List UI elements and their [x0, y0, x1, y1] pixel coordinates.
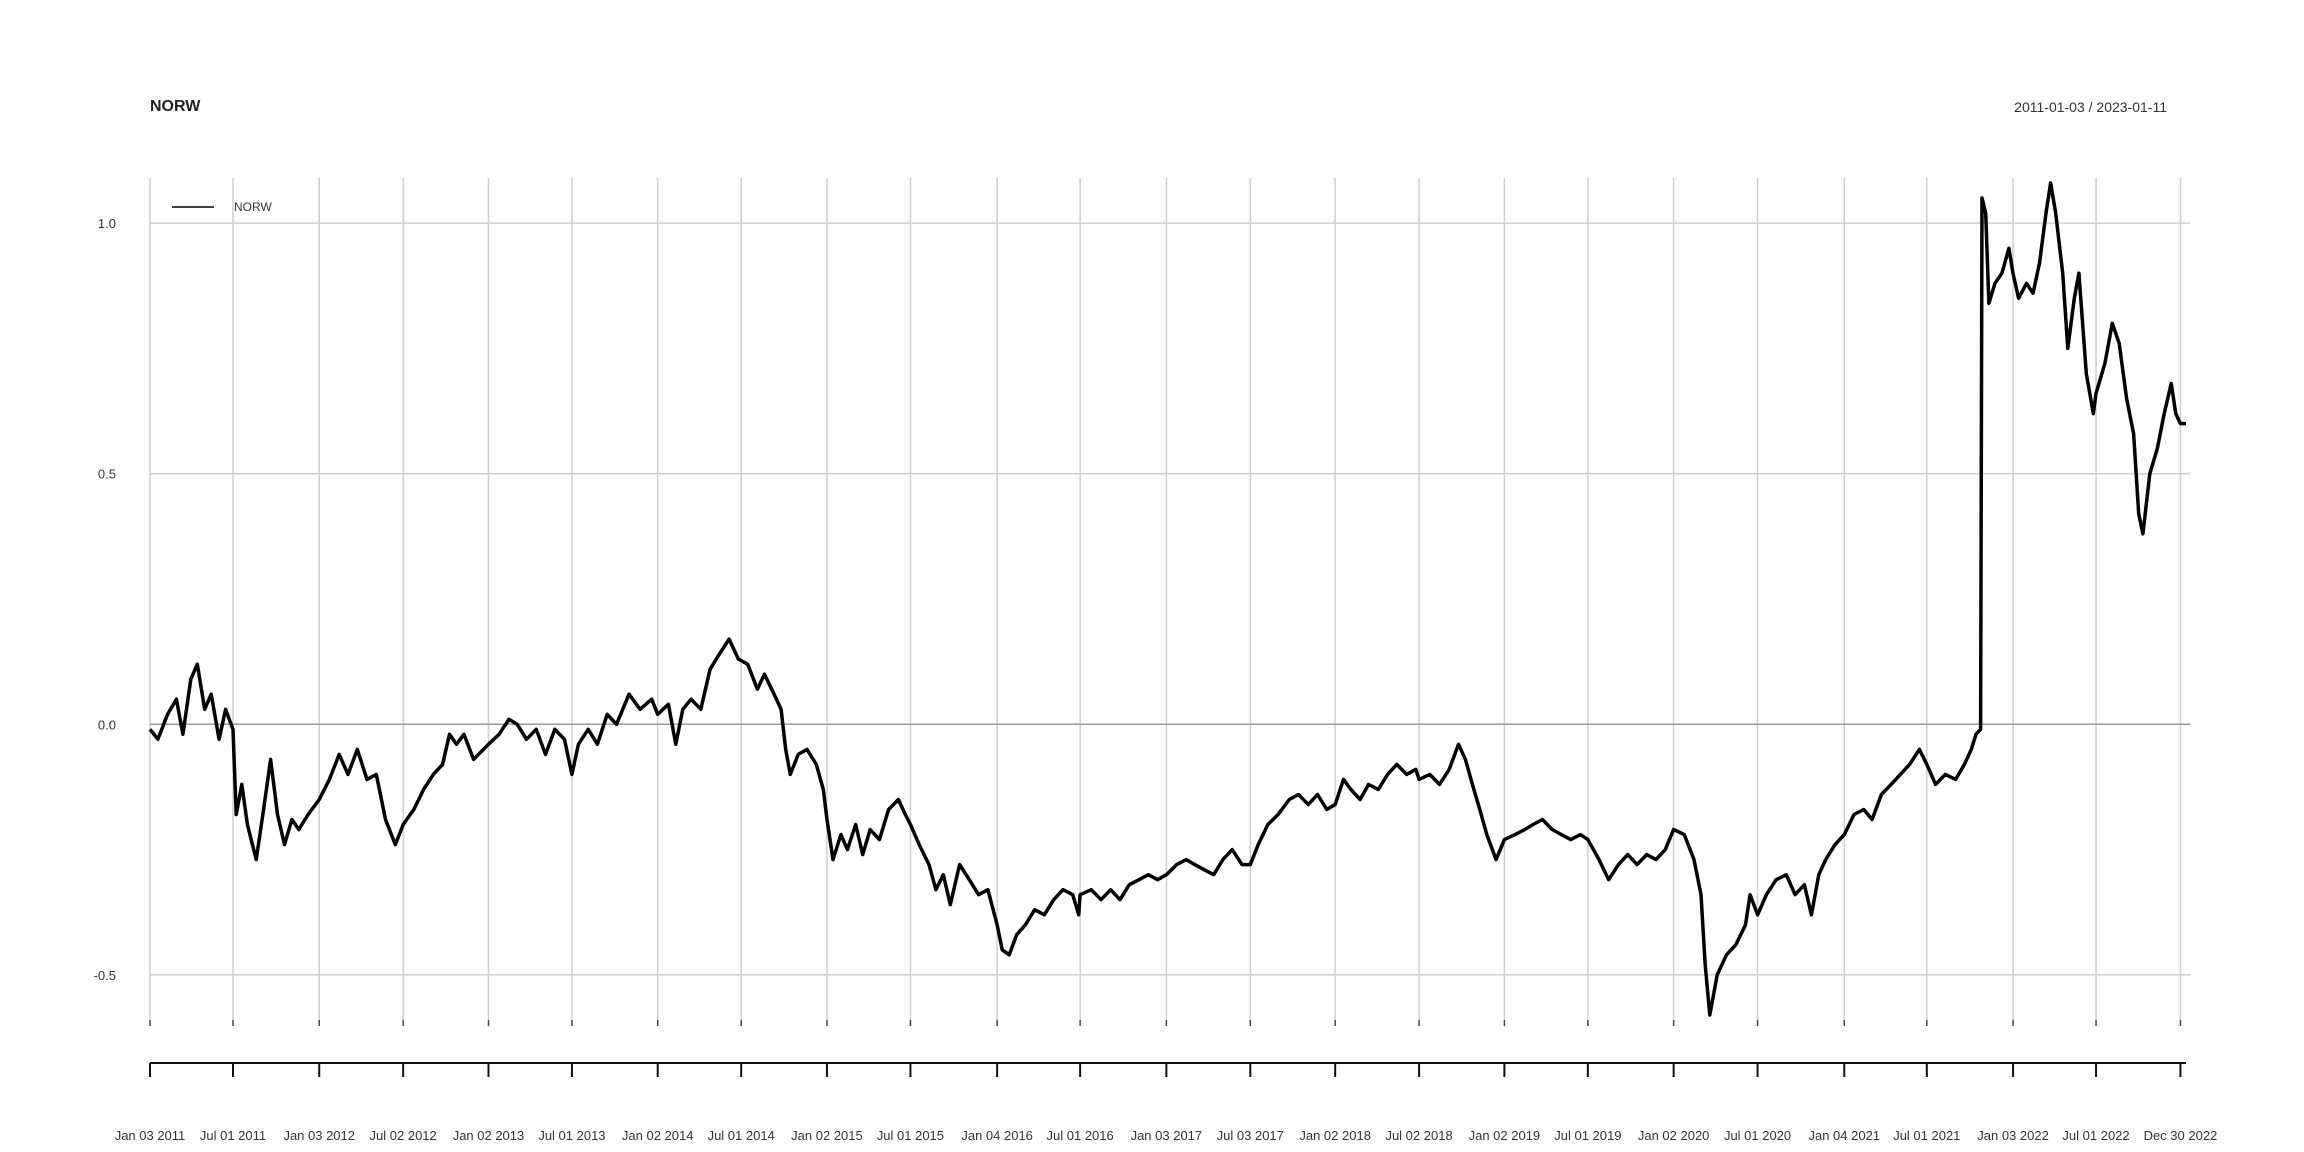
x-tick-label: Jul 02 2018: [1385, 1128, 1452, 1143]
x-tick-label: Jan 04 2016: [961, 1128, 1033, 1143]
x-tick-label: Jan 02 2018: [1299, 1128, 1371, 1143]
x-tick-label: Jan 03 2012: [283, 1128, 355, 1143]
y-tick-label: -0.5: [94, 968, 116, 983]
x-tick-label: Jul 01 2013: [538, 1128, 605, 1143]
y-tick-label: 1.0: [98, 216, 116, 231]
x-tick-label: Jul 01 2020: [1724, 1128, 1791, 1143]
x-tick-label: Dec 30 2022: [2144, 1128, 2218, 1143]
x-tick-label: Jul 03 2017: [1217, 1128, 1284, 1143]
x-tick-label: Jul 01 2014: [708, 1128, 775, 1143]
x-tick-label: Jan 02 2015: [791, 1128, 863, 1143]
x-tick-label: Jul 01 2022: [2062, 1128, 2129, 1143]
x-tick-label: Jan 02 2020: [1638, 1128, 1710, 1143]
x-tick-label: Jan 03 2022: [1977, 1128, 2049, 1143]
x-tick-label: Jul 01 2021: [1893, 1128, 1960, 1143]
y-tick-label: 0.0: [98, 717, 116, 732]
x-tick-label: Jul 01 2016: [1047, 1128, 1114, 1143]
x-tick-label: Jul 01 2015: [877, 1128, 944, 1143]
x-tick-label: Jan 03 2011: [115, 1128, 186, 1143]
x-tick-label: Jul 01 2011: [200, 1128, 266, 1143]
x-tick-label: Jul 01 2019: [1554, 1128, 1621, 1143]
chart-title: NORW: [150, 98, 201, 115]
series-line-norw: [148, 181, 2186, 1017]
x-tick-label: Jan 02 2014: [622, 1128, 694, 1143]
x-tick-label: Jan 02 2013: [453, 1128, 525, 1143]
y-tick-label: 0.5: [98, 467, 116, 482]
x-tick-label: Jul 02 2012: [370, 1128, 437, 1143]
x-tick-label: Jan 04 2021: [1808, 1128, 1880, 1143]
x-tick-label: Jan 03 2017: [1131, 1128, 1203, 1143]
legend-label: NORW: [234, 200, 272, 214]
date-range-label: 2011-01-03 / 2023-01-11: [2014, 99, 2167, 115]
x-tick-label: Jan 02 2019: [1469, 1128, 1541, 1143]
